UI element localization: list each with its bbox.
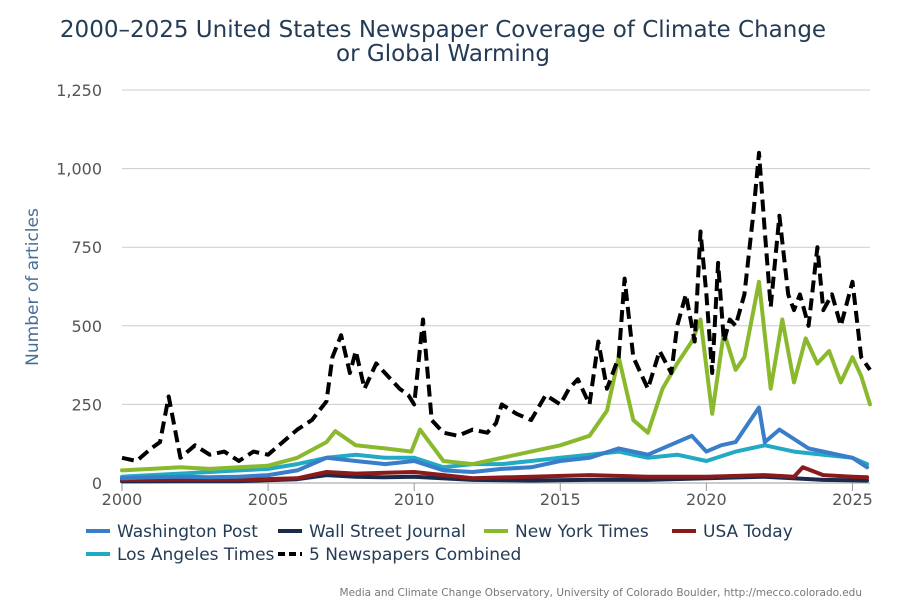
source-credit: Media and Climate Change Observatory, Un… — [340, 587, 862, 599]
series-line-new-york-times — [120, 279, 872, 473]
grid-lines — [122, 89, 870, 484]
y-tick-label: 0 — [92, 474, 102, 493]
x-tick-label: 2025 — [832, 490, 873, 509]
chart-title-line-1: 2000–2025 United States Newspaper Covera… — [60, 17, 826, 43]
legend-label-5-newspapers-combined: 5 Newspapers Combined — [309, 545, 521, 565]
x-tick-label: 2000 — [102, 490, 143, 509]
y-tick-label: 750 — [71, 238, 102, 257]
y-tick-label: 1,250 — [56, 81, 102, 100]
legend-label-washington-post: Washington Post — [117, 522, 258, 542]
x-tick-label: 2020 — [686, 490, 727, 509]
legend-label-new-york-times: New York Times — [515, 522, 649, 542]
x-tick-label: 2005 — [248, 490, 289, 509]
legend: Washington Post Wall Street Journal New Yo… — [86, 522, 793, 565]
y-tick-label: 1,000 — [56, 160, 102, 179]
y-tick-label: 250 — [71, 395, 102, 414]
x-tick-label: 2010 — [394, 490, 435, 509]
y-tick-labels: 0 250 500 750 1,000 1,250 — [56, 81, 102, 493]
series-line-los-angeles-times — [120, 443, 870, 479]
legend-label-usa-today: USA Today — [703, 522, 793, 542]
series-line-5-newspapers-combined — [121, 150, 872, 463]
chart-title-line-2: or Global Warming — [336, 41, 550, 67]
y-tick-label: 500 — [71, 317, 102, 336]
series-lines — [120, 150, 872, 484]
y-axis-label: Number of articles — [23, 208, 43, 366]
x-tick-label: 2015 — [540, 490, 581, 509]
series-line-usa-today — [120, 465, 870, 482]
series-line-washington-post — [120, 405, 870, 481]
x-tick-labels: 2000 2005 2010 2015 2020 2025 — [102, 483, 873, 509]
legend-label-los-angeles-times: Los Angeles Times — [117, 545, 275, 565]
legend-label-wall-street-journal: Wall Street Journal — [309, 522, 466, 542]
